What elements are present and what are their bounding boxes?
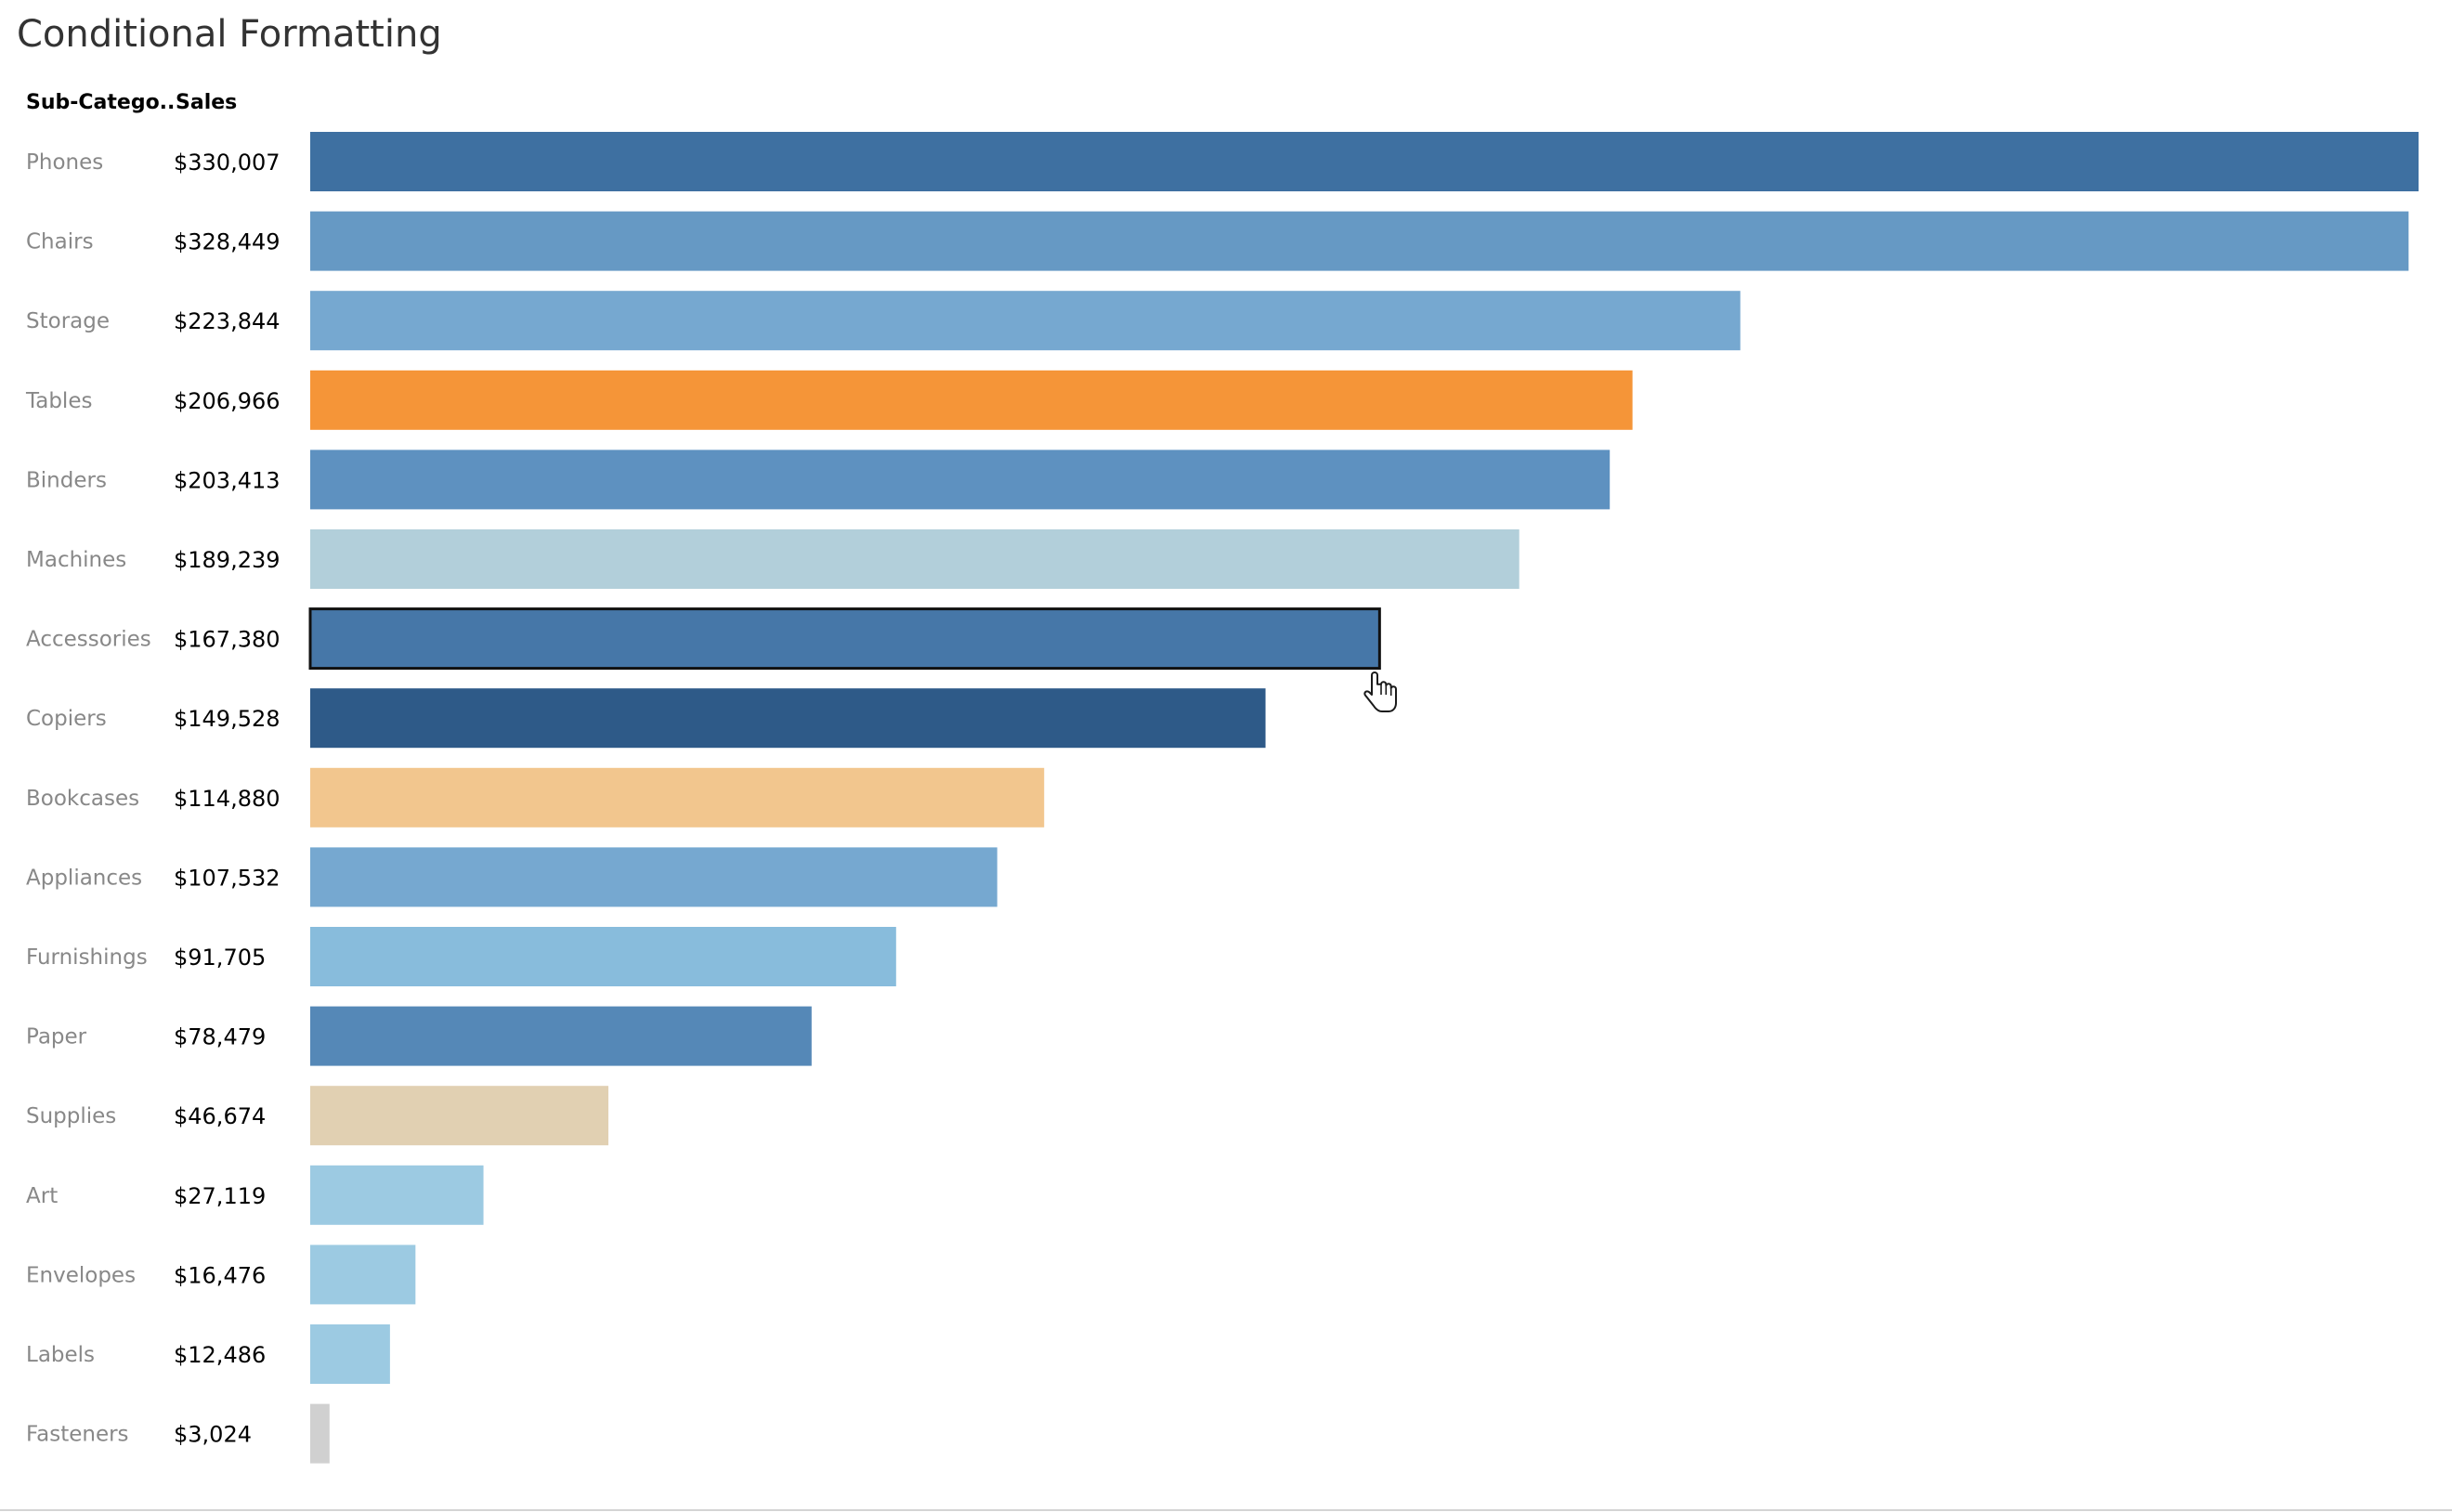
sales-label-appliances: $107,532 xyxy=(174,865,280,891)
sales-label-supplies: $46,674 xyxy=(174,1103,266,1129)
sales-label-tables: $206,966 xyxy=(174,388,280,414)
bar-supplies[interactable] xyxy=(310,1086,609,1146)
category-label-copiers[interactable]: Copiers xyxy=(26,707,107,731)
bar-envelopes[interactable] xyxy=(310,1245,416,1305)
category-label-fasteners[interactable]: Fasteners xyxy=(26,1423,129,1447)
category-label-bookcases[interactable]: Bookcases xyxy=(26,787,139,811)
bar-tables[interactable] xyxy=(310,370,1633,430)
bar-bookcases[interactable] xyxy=(310,767,1045,828)
sales-label-machines: $189,239 xyxy=(174,547,280,573)
sales-label-paper: $78,479 xyxy=(174,1024,266,1050)
category-label-machines[interactable]: Machines xyxy=(26,548,126,572)
bar-phones[interactable] xyxy=(310,132,2419,191)
bar-fasteners[interactable] xyxy=(310,1403,330,1464)
category-label-accessories[interactable]: Accessories xyxy=(26,628,151,652)
category-label-appliances[interactable]: Appliances xyxy=(26,866,142,890)
category-label-phones[interactable]: Phones xyxy=(26,150,103,175)
dashboard-title: Conditional Formatting xyxy=(17,13,442,56)
sales-label-art: $27,119 xyxy=(174,1183,266,1209)
sales-label-chairs: $328,449 xyxy=(174,229,280,255)
bar-labels[interactable] xyxy=(310,1324,390,1384)
sales-label-copiers: $149,528 xyxy=(174,706,280,732)
sales-label-envelopes: $16,476 xyxy=(174,1262,266,1288)
category-label-supplies[interactable]: Supplies xyxy=(26,1104,116,1128)
bar-chairs[interactable] xyxy=(310,211,2409,271)
sales-label-binders: $203,413 xyxy=(174,467,280,493)
sales-label-accessories: $167,380 xyxy=(174,627,280,653)
sales-label-bookcases: $114,880 xyxy=(174,786,280,812)
category-label-art[interactable]: Art xyxy=(26,1184,58,1208)
bar-storage[interactable] xyxy=(310,291,1741,351)
bar-paper[interactable] xyxy=(310,1006,812,1066)
bottom-divider xyxy=(0,1509,2452,1511)
pointer-hand-icon xyxy=(1363,671,1397,712)
category-label-furnishings[interactable]: Furnishings xyxy=(26,945,148,970)
category-label-chairs[interactable]: Chairs xyxy=(26,230,94,254)
sales-label-labels: $12,486 xyxy=(174,1342,266,1368)
bar-machines[interactable] xyxy=(310,529,1519,589)
category-label-paper[interactable]: Paper xyxy=(26,1025,87,1049)
category-label-labels[interactable]: Labels xyxy=(26,1343,95,1367)
category-label-envelopes[interactable]: Envelopes xyxy=(26,1263,136,1287)
category-label-binders[interactable]: Binders xyxy=(26,468,107,492)
bar-binders[interactable] xyxy=(310,450,1611,510)
category-label-storage[interactable]: Storage xyxy=(26,309,110,333)
sales-label-phones: $330,007 xyxy=(174,150,280,176)
column-header-sales[interactable]: Sales xyxy=(176,91,238,114)
sales-label-fasteners: $3,024 xyxy=(174,1422,252,1448)
bar-accessories[interactable] xyxy=(308,607,1381,671)
bar-furnishings[interactable] xyxy=(310,927,896,986)
sales-label-furnishings: $91,705 xyxy=(174,945,266,971)
bar-appliances[interactable] xyxy=(310,847,998,907)
bar-art[interactable] xyxy=(310,1165,484,1225)
category-label-tables[interactable]: Tables xyxy=(25,389,92,413)
column-header-sub-category[interactable]: Sub-Catego.. xyxy=(26,91,176,114)
sales-label-storage: $223,844 xyxy=(174,308,280,334)
bar-copiers[interactable] xyxy=(310,688,1266,749)
